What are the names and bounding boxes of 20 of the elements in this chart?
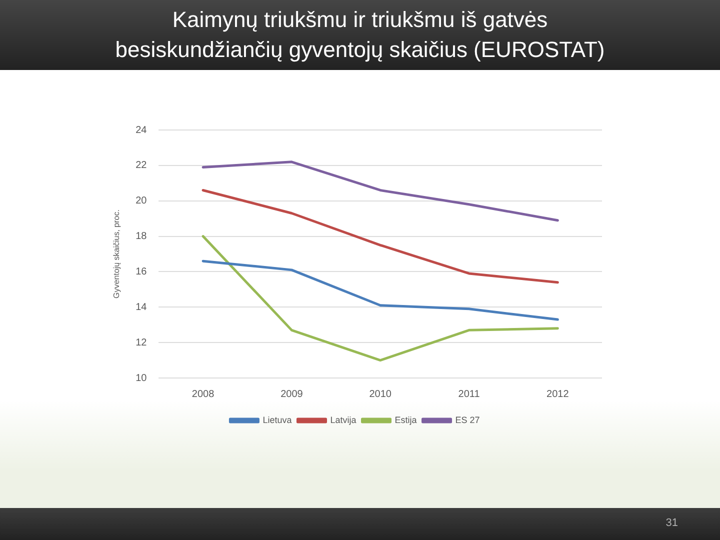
text: 31 (666, 517, 678, 529)
chart-title: Kaimynų triukšmu ir triukšmu iš gatvės besiskundžiančių gyventojų skaičius (EUROSTAT) (114, 6, 606, 64)
x-tick-label: 2011 (458, 388, 480, 400)
x-tick-label: 2012 (546, 388, 570, 400)
y-axis-title: Gyventojų skaičius, proc. (112, 210, 122, 298)
y-tick-label: 16 (136, 266, 148, 278)
x-tick-label: 2010 (369, 388, 392, 400)
legend-label: Latvija (330, 414, 356, 425)
y-tick-label: 22 (136, 160, 148, 172)
y-tick-label: 18 (136, 231, 148, 242)
x-tick-label: 2009 (280, 388, 304, 400)
y-tick-label: 12 (136, 337, 148, 348)
y-tick-label: 10 (136, 372, 148, 384)
y-tick-label: 20 (136, 196, 148, 207)
x-tick-label: 2008 (192, 388, 215, 400)
legend-label: ES 27 (455, 414, 480, 425)
legend-label: Estija (394, 414, 417, 425)
legend-label: Lietuva (262, 414, 292, 425)
y-tick-label: 14 (136, 302, 148, 313)
y-tick-label: 24 (136, 124, 148, 136)
